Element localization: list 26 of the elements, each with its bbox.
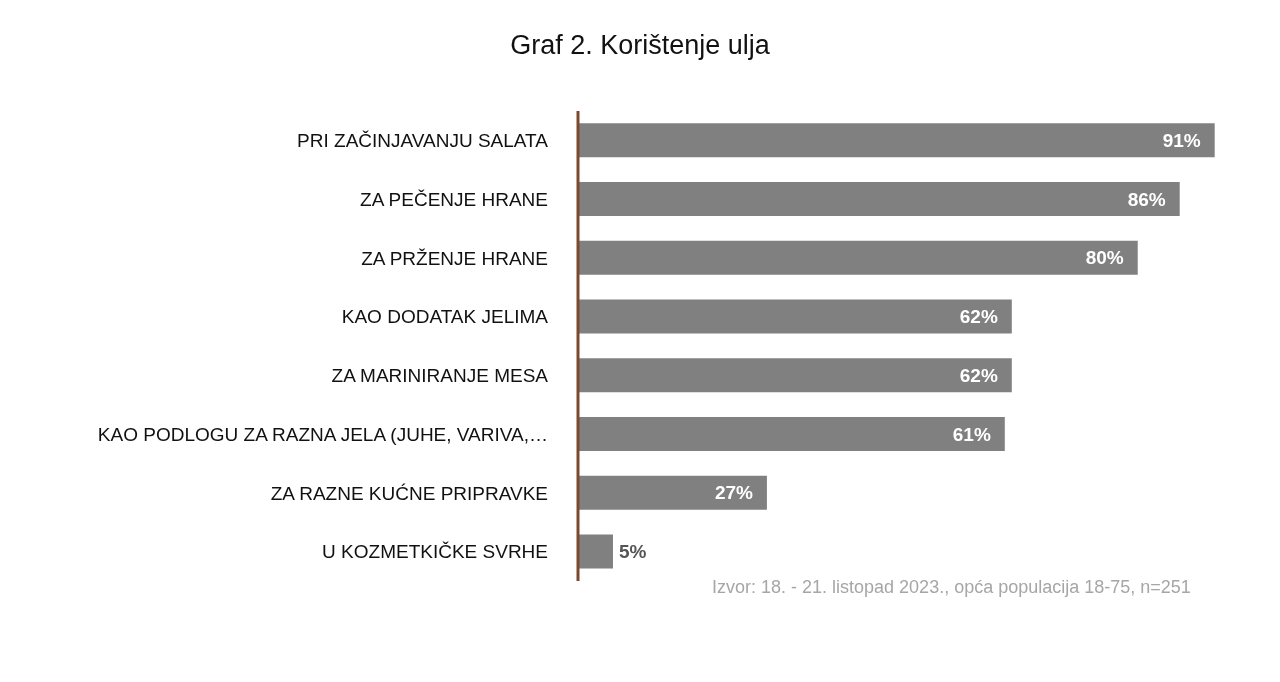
y-tick-label: ZA PRŽENJE HRANE [361,247,548,269]
bar [578,299,1012,334]
y-tick-label: ZA MARINIRANJE MESA [331,365,549,387]
annotation: Izvor: 18. - 21. listopad 2023., opća populacija 18-75, n=251 [712,576,1192,599]
chart-title: Graf 2. Korištenje ulja [509,30,771,61]
y-tick-label: ZA PEČENJE HRANE [360,188,548,210]
data-label: 61% [952,423,991,445]
bar [578,417,1005,452]
data-label: 80% [1085,247,1124,269]
y-tick-label: PRI ZAČINJAVANJU SALATA [297,130,549,152]
bar [578,475,767,510]
data-label: 86% [1127,188,1166,210]
y-tick-label: U KOZMETKIČKE SVRHE [322,541,548,563]
data-label: 27% [714,482,754,504]
y-tick-label: KAO DODATAK JELIMA [341,306,549,328]
y-tick-label: KAO PODLOGU ZA RAZNA JELA (JUHE, VARIVA,… [97,423,548,445]
bar [578,534,613,569]
bar [578,182,1180,217]
data-label: 5% [618,541,647,563]
data-label: 91% [1162,129,1201,151]
data-label: 62% [959,364,998,386]
data-label: 62% [959,306,998,328]
bar [578,240,1138,275]
y-tick-label: ZA RAZNE KUĆNE PRIPRAVKE [270,482,548,504]
bar [578,358,1012,393]
bar [578,123,1215,158]
